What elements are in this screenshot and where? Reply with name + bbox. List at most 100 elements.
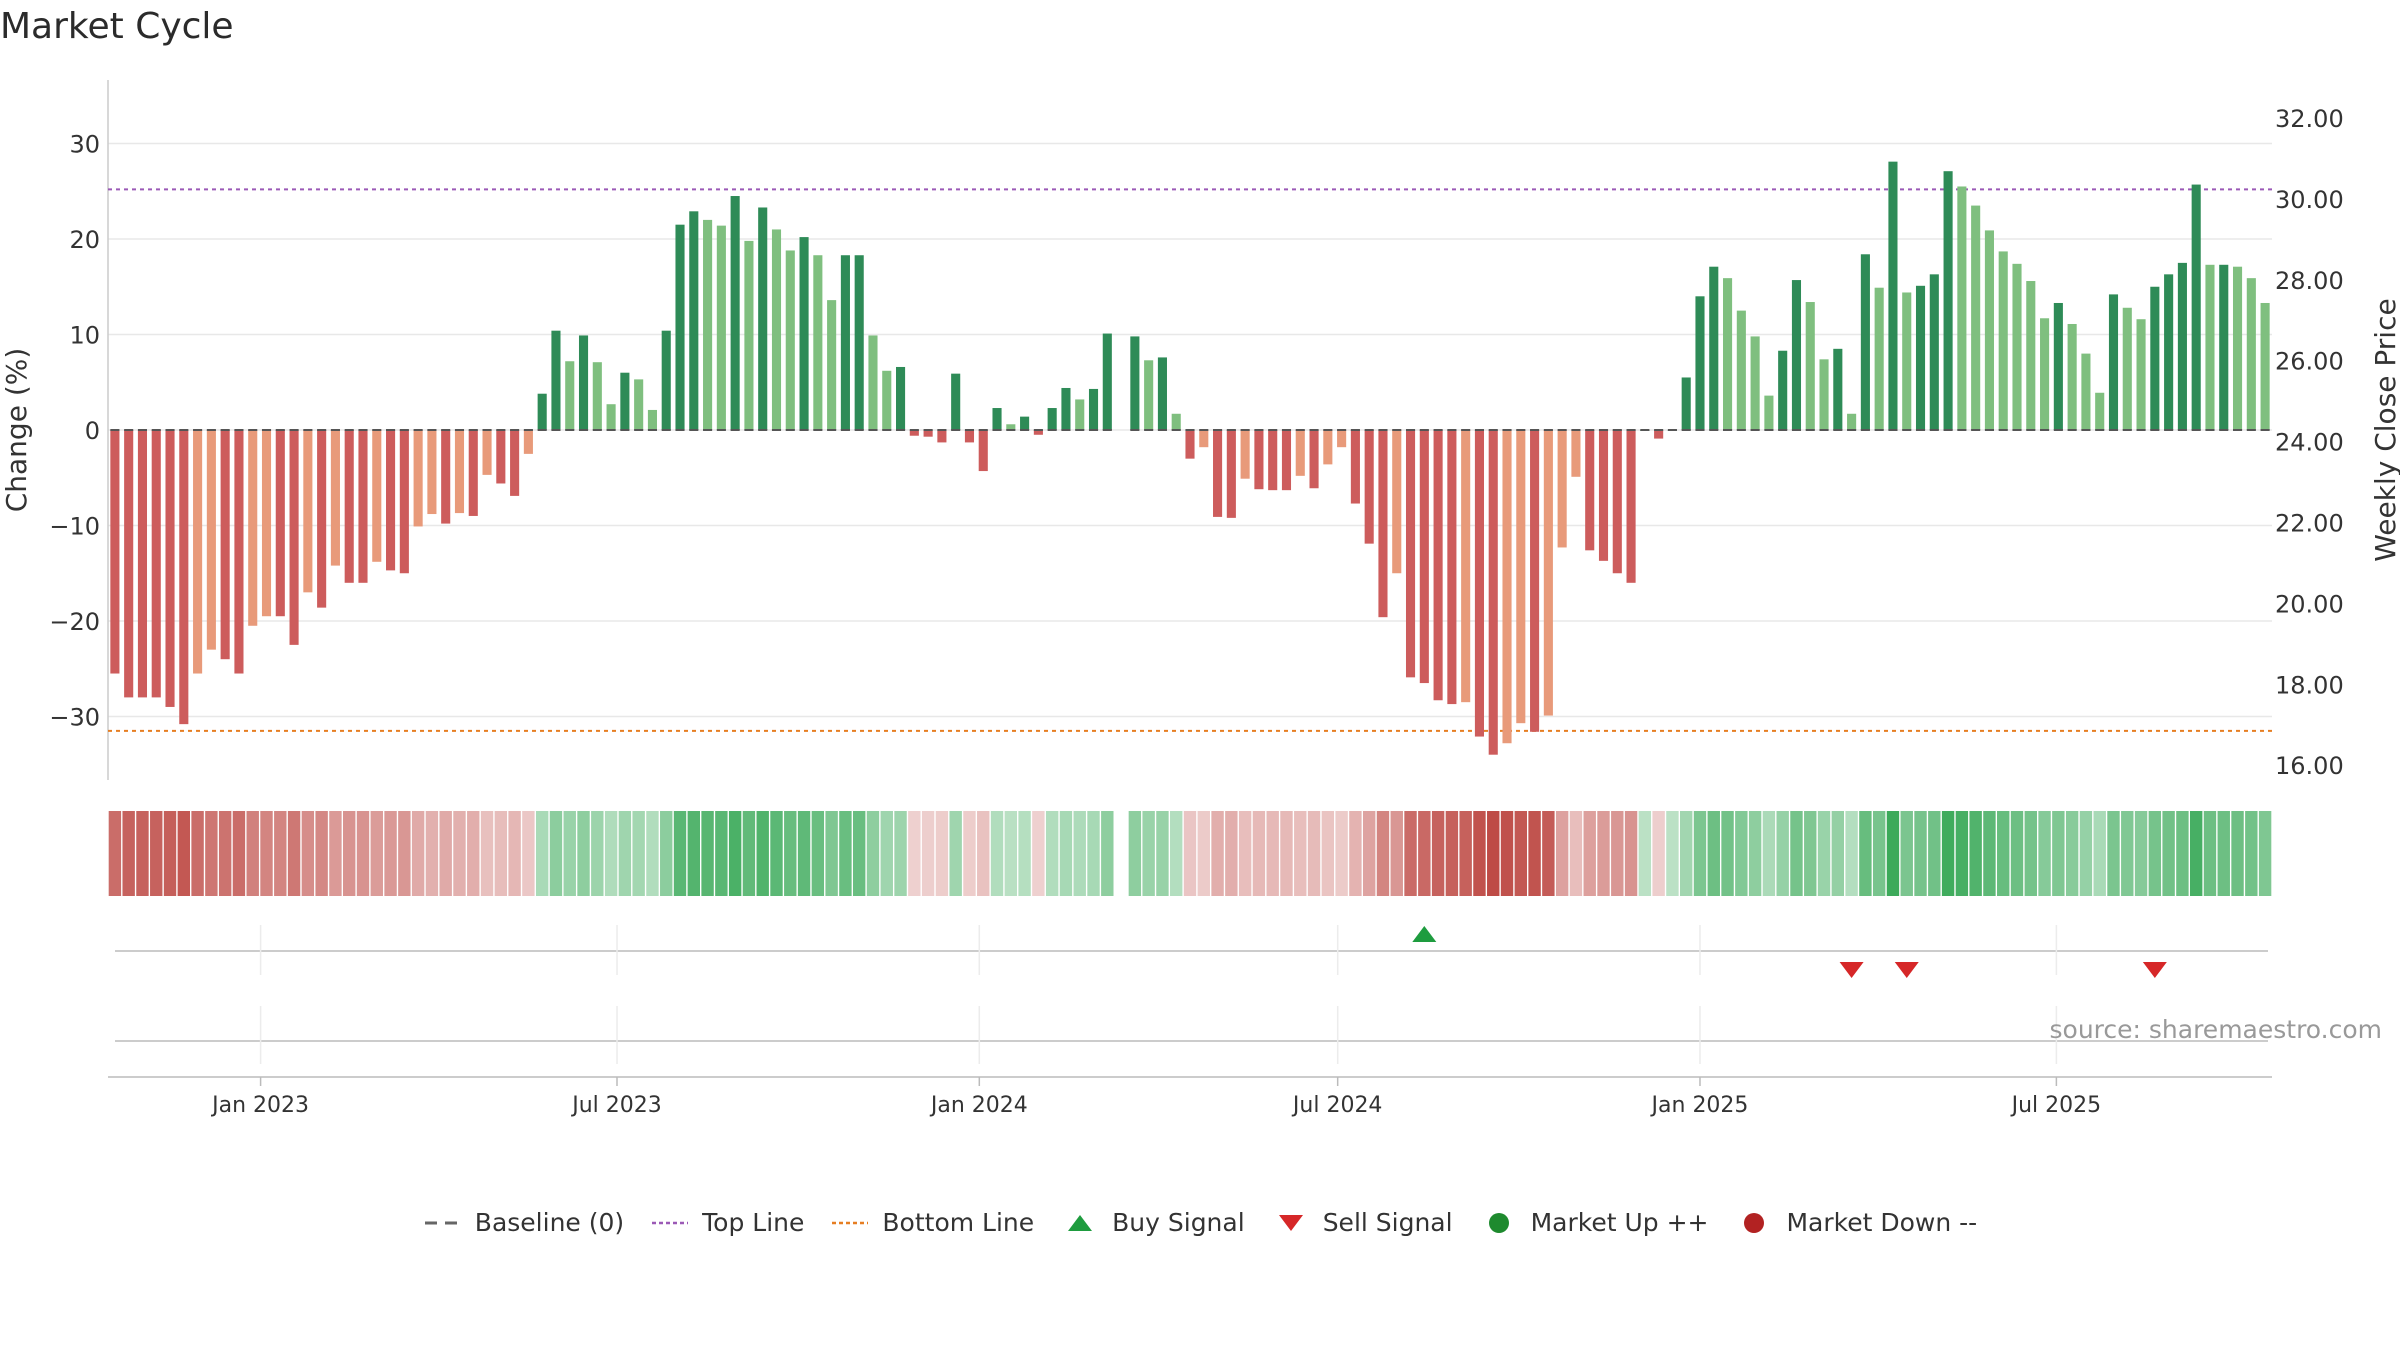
- strip-cell: [1928, 811, 1941, 896]
- strip-cell: [1321, 811, 1335, 896]
- sell-signal-marker: [1839, 962, 1864, 978]
- strip-cell: [411, 811, 425, 896]
- bar: [454, 430, 465, 514]
- strip-cell: [1404, 811, 1417, 896]
- bar: [1805, 302, 1815, 430]
- strip-cell: [880, 811, 893, 896]
- strip-cell: [301, 811, 315, 896]
- strip-cell: [191, 811, 204, 896]
- strip-cell: [1142, 811, 1155, 896]
- bar: [1695, 296, 1705, 430]
- strip-cell: [1652, 811, 1665, 896]
- strip-cell: [1128, 811, 1142, 896]
- strip-cell: [1087, 811, 1100, 896]
- bar: [537, 393, 547, 430]
- strip-cell: [356, 811, 370, 896]
- strip-cell: [1431, 811, 1445, 896]
- bar: [1171, 413, 1181, 430]
- bar: [1571, 430, 1581, 477]
- strip-cell: [260, 811, 273, 896]
- legend-item: Sell Signal: [1271, 1208, 1453, 1237]
- strip-cell: [1804, 811, 1817, 896]
- bar: [510, 430, 520, 496]
- strip-cell: [1983, 811, 1996, 896]
- bar: [179, 430, 189, 725]
- strip-cell: [1307, 811, 1321, 896]
- strip-cell: [1376, 811, 1390, 896]
- bar: [1130, 336, 1140, 430]
- bar: [1281, 430, 1292, 491]
- strip-cell: [1790, 811, 1803, 896]
- bar: [110, 430, 120, 674]
- bar: [716, 225, 726, 430]
- bar: [1874, 287, 1884, 430]
- bar: [1971, 205, 1981, 430]
- strip-cell: [618, 811, 632, 896]
- bar: [689, 211, 699, 430]
- y-left-tick-label: −20: [49, 608, 100, 636]
- bar: [1020, 416, 1030, 430]
- bar: [620, 372, 630, 430]
- strip-cell: [756, 811, 769, 896]
- bar: [1847, 413, 1857, 430]
- bar: [2232, 266, 2243, 430]
- legend-item: Bottom Line: [830, 1208, 1034, 1237]
- bar: [261, 430, 272, 617]
- sell-signal-marker: [2142, 962, 2167, 978]
- bar: [330, 430, 340, 566]
- bar: [1598, 430, 1609, 561]
- bar: [923, 430, 933, 437]
- strip-cell: [2217, 811, 2230, 896]
- strip-cell: [632, 811, 645, 896]
- bar: [978, 430, 988, 472]
- bar: [289, 430, 299, 645]
- dash-icon: [424, 1221, 461, 1224]
- strip-cell: [894, 811, 907, 896]
- bar: [1929, 274, 1939, 430]
- bar: [882, 370, 892, 430]
- bar: [2219, 264, 2229, 430]
- strip-cell: [1032, 811, 1045, 896]
- strip-cell: [343, 811, 356, 896]
- legend: Baseline (0) Top Line Bottom Line Buy Signa…: [0, 1208, 2400, 1237]
- legend-item: Market Up ++: [1479, 1208, 1708, 1237]
- strip-cell: [935, 811, 949, 896]
- strip-cell: [467, 811, 480, 896]
- grid-lines: [108, 142, 2272, 718]
- bar: [992, 408, 1002, 430]
- bar: [1764, 395, 1774, 430]
- strip-cell: [1666, 811, 1679, 896]
- strip-cell: [163, 811, 177, 896]
- bar: [413, 430, 423, 527]
- bar: [2205, 264, 2215, 430]
- bar: [606, 404, 616, 430]
- strip-cell: [1514, 811, 1528, 896]
- bar: [1185, 430, 1195, 459]
- bar: [1364, 430, 1374, 544]
- bar: [1723, 278, 1733, 430]
- strip-cell: [2121, 811, 2134, 896]
- strip-cell: [1693, 811, 1707, 896]
- bar: [1378, 430, 1388, 618]
- circle-icon: [1744, 1212, 1765, 1233]
- bar: [234, 430, 244, 674]
- strip-cell: [2024, 811, 2037, 896]
- strip-cell: [1500, 811, 1514, 896]
- strip-cell: [1183, 811, 1197, 896]
- strip-cell: [370, 811, 383, 896]
- y-right-tick-label: 28.00: [2275, 267, 2344, 295]
- strip-cell: [591, 811, 604, 896]
- bar: [661, 330, 671, 430]
- strip-cell: [1335, 811, 1348, 896]
- bar: [468, 430, 478, 516]
- strip-cell: [2038, 811, 2051, 896]
- bar: [1075, 399, 1085, 430]
- x-tick-label: Jan 2025: [1650, 1093, 1749, 1118]
- bar: [771, 229, 782, 430]
- bar: [951, 373, 961, 430]
- strip-cell: [1459, 811, 1472, 896]
- strip-cell: [797, 811, 811, 896]
- strip-cell: [866, 811, 880, 896]
- strip-cell: [784, 811, 797, 896]
- bar: [647, 409, 657, 430]
